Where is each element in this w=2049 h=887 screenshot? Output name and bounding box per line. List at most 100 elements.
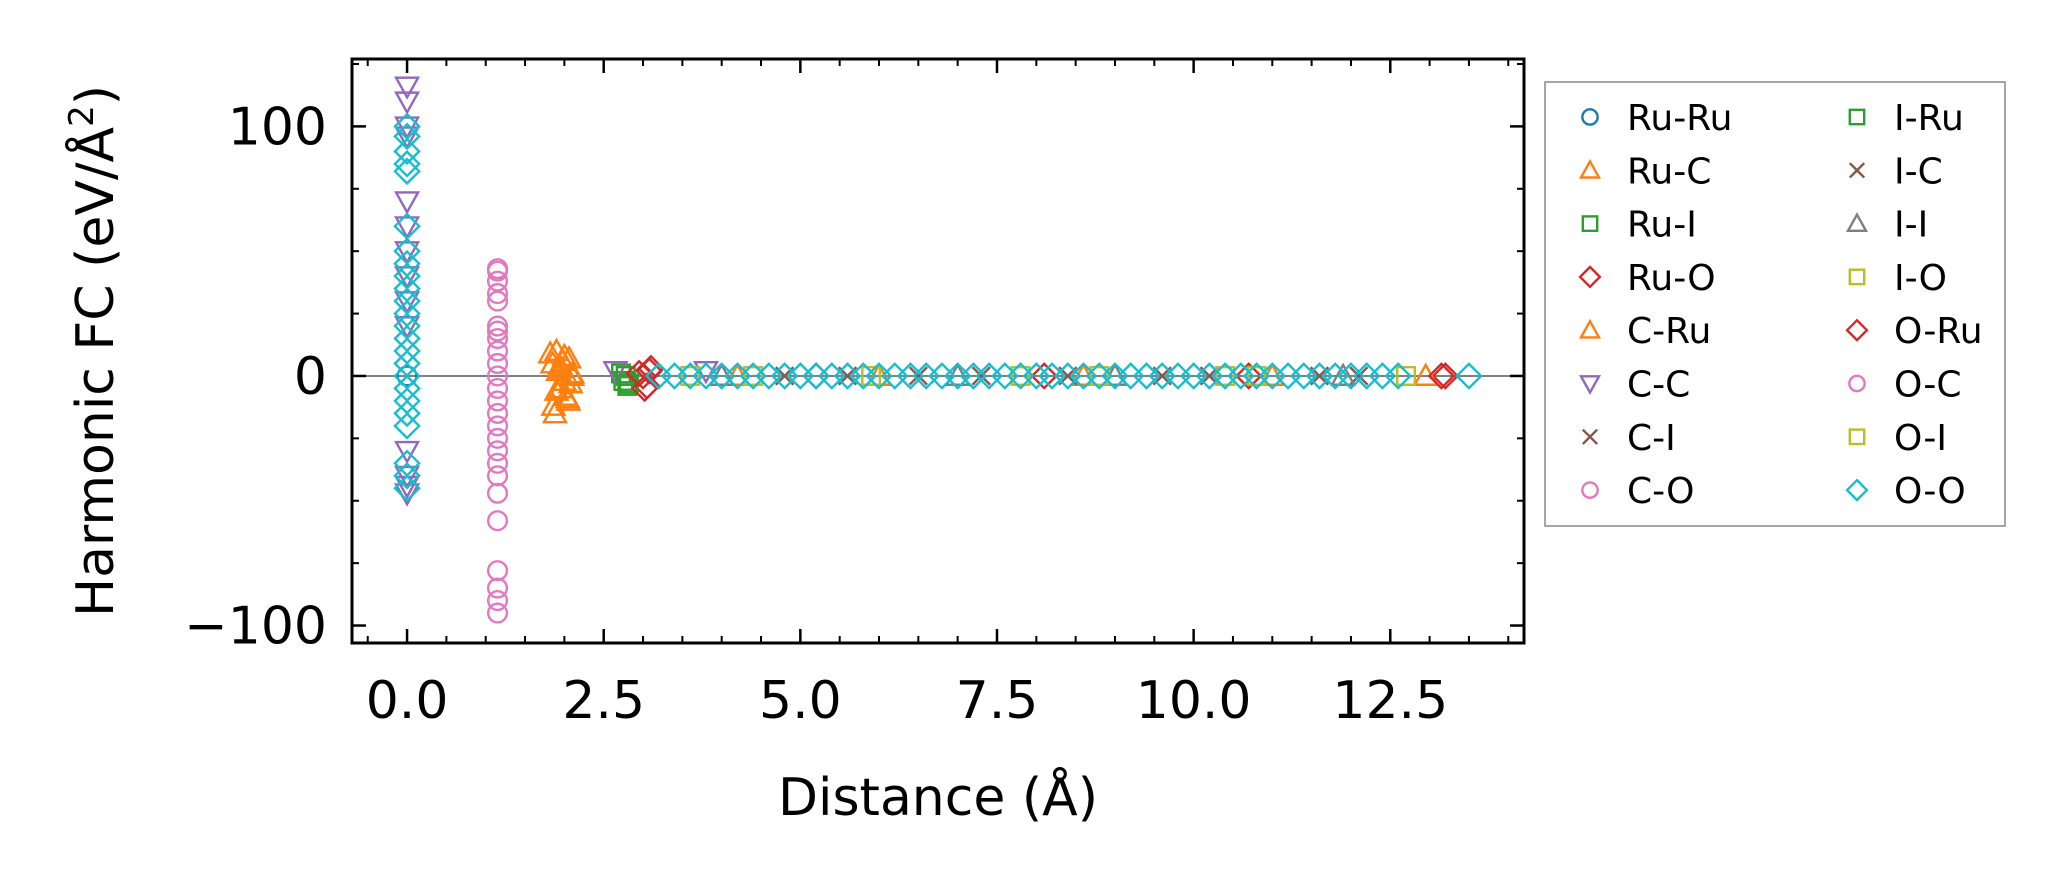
- legend-marker: [1581, 215, 1599, 232]
- data-point: [537, 340, 564, 364]
- y-axis-title-close: ): [66, 85, 126, 105]
- data-point: [1234, 362, 1263, 390]
- legend-label: I-Ru: [1894, 98, 1964, 139]
- data-point: [486, 283, 509, 305]
- data-points: [393, 76, 1483, 624]
- data-point: [393, 150, 421, 178]
- legend-item: I-C: [1848, 151, 1943, 192]
- data-point: [551, 367, 578, 391]
- series-o-ru: [625, 357, 1456, 403]
- data-point: [393, 157, 421, 186]
- y-tick-label: −100: [184, 597, 327, 657]
- data-point: [486, 402, 509, 424]
- series-c-ru: [537, 340, 1439, 409]
- data-point: [680, 365, 701, 386]
- legend-marker: [1581, 481, 1599, 499]
- legend-box: [1544, 81, 2006, 527]
- legend-label: C-C: [1627, 365, 1690, 406]
- legend-label: Ru-O: [1627, 258, 1716, 299]
- data-point: [486, 290, 509, 312]
- data-point: [394, 191, 421, 215]
- legend-item: I-Ru: [1848, 98, 1964, 139]
- legend-marker: [1848, 428, 1866, 446]
- legend-marker: [1848, 374, 1866, 393]
- data-point: [625, 359, 653, 388]
- legend-item: C-O: [1581, 471, 1694, 512]
- series-ru-ru: [396, 365, 418, 387]
- data-point: [861, 365, 882, 386]
- legend-marker: [1845, 478, 1869, 502]
- legend-item: Ru-Ru: [1581, 98, 1732, 139]
- legend-marker: [1578, 318, 1602, 339]
- x-tick-label: 12.5: [1332, 671, 1448, 731]
- axis-ticks: [352, 59, 1524, 643]
- data-point: [541, 399, 568, 424]
- data-point: [548, 354, 575, 379]
- series-o-c: [486, 260, 509, 612]
- legend-label: Ru-Ru: [1627, 98, 1732, 139]
- y-tick-label: 100: [228, 97, 327, 157]
- data-point: [486, 510, 509, 532]
- data-point: [486, 260, 509, 282]
- data-point: [394, 291, 421, 315]
- legend-marker: [1848, 162, 1866, 179]
- data-point: [1010, 365, 1031, 386]
- legend-marker: [1578, 265, 1602, 289]
- legend-marker: [1581, 428, 1599, 445]
- data-point: [630, 374, 659, 403]
- data-point: [393, 461, 421, 490]
- data-point: [602, 360, 629, 385]
- legend-label: O-O: [1894, 471, 1966, 512]
- x-tick-label: 5.0: [759, 671, 842, 731]
- series-ru-o: [629, 354, 1460, 400]
- legend-item: O-C: [1848, 365, 1961, 406]
- data-point: [486, 270, 509, 292]
- data-point: [1030, 362, 1058, 390]
- data-point: [559, 359, 586, 384]
- data-point: [635, 357, 664, 385]
- legend-marker: [1581, 108, 1599, 126]
- data-point: [486, 390, 509, 412]
- data-point: [1384, 362, 1412, 390]
- legend-label: I-C: [1894, 151, 1943, 192]
- legend-label: O-Ru: [1894, 311, 1983, 352]
- data-point: [543, 377, 570, 401]
- data-point: [393, 399, 421, 428]
- series-c-c: [394, 76, 719, 507]
- data-point: [486, 602, 509, 624]
- data-point: [1215, 365, 1236, 386]
- data-point: [971, 366, 991, 386]
- legend-item: I-I: [1845, 205, 1928, 246]
- x-axis-title: Distance (Å): [778, 766, 1098, 828]
- data-point: [486, 315, 509, 337]
- data-point: [394, 76, 421, 100]
- legend-item: O-O: [1845, 471, 1966, 512]
- legend-label: Ru-C: [1627, 151, 1711, 192]
- data-point: [1089, 365, 1110, 386]
- data-point: [486, 327, 509, 350]
- series-i-o: [680, 365, 1417, 386]
- legend: Ru-Ru Ru-C Ru-I Ru-O C-Ru C-C C-I C-O I-Ru I-C I-I…: [1578, 98, 1983, 512]
- data-point: [393, 122, 421, 151]
- data-point: [486, 365, 509, 387]
- series-c-o: [486, 258, 509, 624]
- series-o-i: [743, 365, 1236, 386]
- data-point: [1427, 362, 1456, 390]
- data-point: [1455, 362, 1483, 390]
- series-o-o: [393, 112, 1483, 503]
- data-point: [486, 452, 509, 474]
- data-point: [486, 465, 509, 487]
- legend-item: I-O: [1848, 258, 1947, 299]
- data-point: [396, 365, 418, 387]
- y-tick-label: 0: [294, 347, 327, 407]
- data-point: [394, 91, 421, 115]
- legend-label: I-I: [1894, 205, 1928, 246]
- x-tick-label: 7.5: [956, 671, 1039, 731]
- legend-item: O-Ru: [1845, 311, 1983, 352]
- data-point: [486, 440, 509, 462]
- data-point: [486, 560, 509, 582]
- data-point: [486, 377, 509, 399]
- x-tick-label: 10.0: [1136, 671, 1252, 731]
